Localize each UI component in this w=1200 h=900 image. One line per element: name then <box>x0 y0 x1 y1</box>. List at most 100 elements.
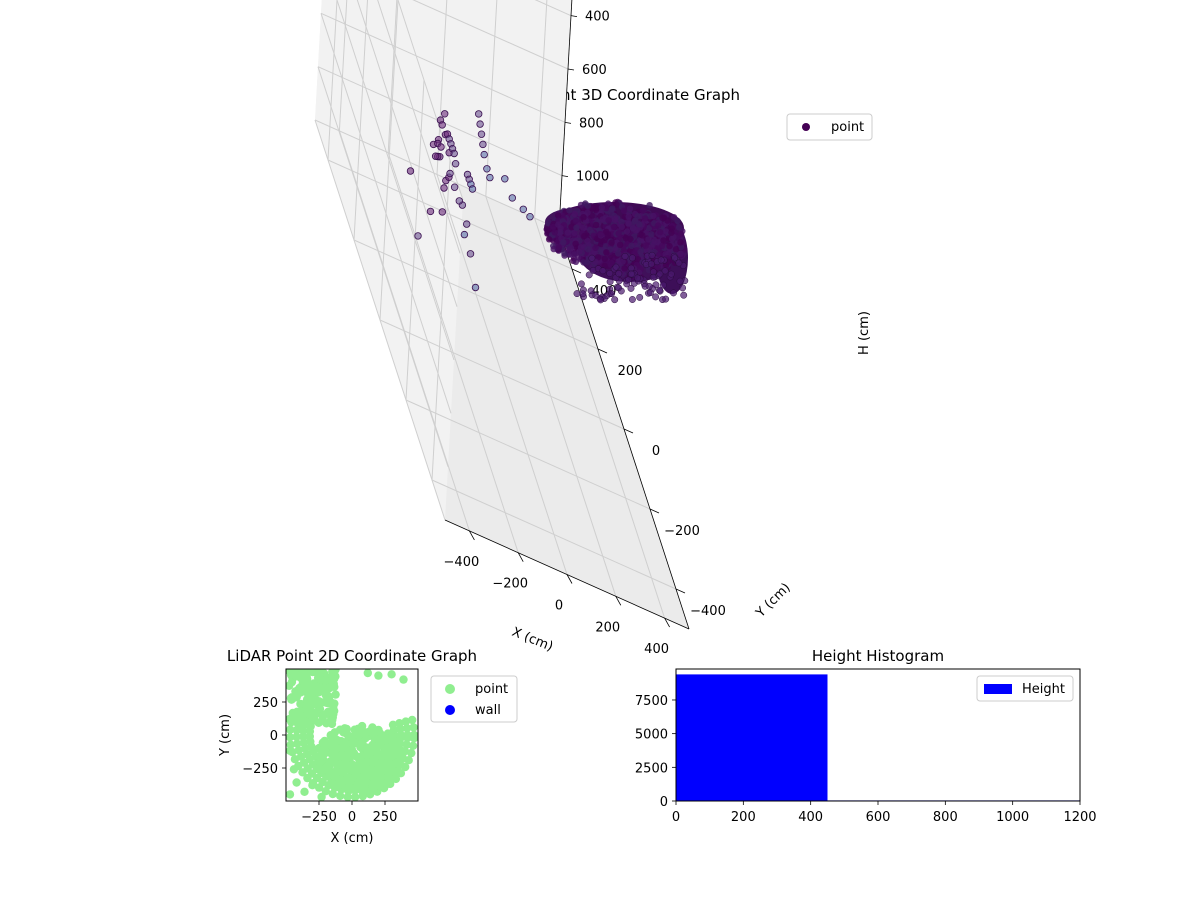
chart-2d-x-tick-label: 250 <box>373 810 398 825</box>
chart-3d-cloud-point <box>654 222 662 229</box>
chart-2d-point <box>298 768 307 777</box>
chart-2d-point <box>395 719 404 728</box>
chart-2d-point <box>292 778 301 787</box>
chart-2d-point <box>295 684 304 693</box>
chart-3d-cloud-point <box>598 204 606 211</box>
chart-3d-outlier-point <box>466 250 475 258</box>
chart-3d-outlier-point <box>455 197 463 205</box>
chart-3d-gridline <box>405 399 651 510</box>
chart-3d-cloud-point <box>606 278 614 286</box>
chart-3d-z-tick <box>567 68 575 71</box>
chart-2d-y-tick-label: −250 <box>242 762 278 777</box>
chart-2d-point <box>330 706 339 716</box>
chart-2d-point <box>296 712 306 721</box>
chart-3d-gridline <box>431 479 677 590</box>
chart-3d-cloud-point <box>608 239 615 246</box>
chart-3d-outlier-point <box>483 165 491 173</box>
chart-2d-xlabel: X (cm) <box>331 831 374 846</box>
chart-2d-point <box>334 778 343 788</box>
chart-3d-cloud-point <box>571 229 578 237</box>
chart-2d-point <box>286 681 294 690</box>
chart-2d-point <box>314 783 324 792</box>
chart-3d-outlier-point <box>414 232 422 240</box>
chart-3d-outlier-point <box>450 149 458 158</box>
chart-2d-point <box>362 750 372 760</box>
chart-3d-cloud-point <box>601 236 608 243</box>
chart-3d-cloud-point <box>679 284 687 292</box>
chart-3d-cloud-point <box>577 280 585 288</box>
chart-3d-cloud-point <box>672 246 680 253</box>
chart-2d-point <box>290 755 300 764</box>
chart-3d-cloud-point <box>543 226 550 233</box>
chart-2d-point <box>407 748 416 758</box>
chart-3d-gridline <box>320 13 452 414</box>
chart-2d-point <box>296 719 305 729</box>
chart-2d-point <box>349 737 358 747</box>
chart-3d-outlier-point <box>471 283 480 292</box>
chart-3d-cloud-point <box>615 284 622 292</box>
chart-2d-point <box>364 765 374 775</box>
chart-3d-cloud-point <box>677 244 685 251</box>
chart-histogram: Height Histogram 0 200 400 600 800 1000 1200 0 2… <box>635 647 1097 825</box>
chart-3d-outlier-point <box>406 167 415 175</box>
chart-2d-point <box>321 676 330 685</box>
chart-3d-cloud-point <box>652 293 660 301</box>
chart-3d-gridline <box>353 239 599 350</box>
chart-3d-outlier-point <box>426 207 435 216</box>
chart-2d-point <box>387 670 396 679</box>
chart-3d-cloud-point <box>627 284 635 292</box>
chart-3d-cloud-point <box>613 201 620 208</box>
histogram-y-tick-label: 5000 <box>635 728 668 743</box>
chart-3d-outlier-point <box>508 194 516 202</box>
chart-3d-outlier-point <box>438 121 446 129</box>
chart-2d-point <box>286 733 295 742</box>
chart-2d-point <box>286 714 294 724</box>
chart-3d-outlier-point <box>501 175 509 183</box>
chart-3d-z-tick-label: 1000 <box>576 170 609 185</box>
chart-2d-point <box>319 745 328 754</box>
chart-3d-cloud-point <box>671 254 679 262</box>
chart-3d-cloud-point <box>648 251 656 259</box>
chart-2d-point <box>303 773 312 783</box>
histogram-bar <box>676 674 828 801</box>
histogram-bars <box>676 674 1080 801</box>
chart-3d-cloud-point <box>670 289 677 297</box>
chart-3d-cloud-point <box>628 296 636 303</box>
chart-3d-cloud-point <box>572 217 579 224</box>
chart-3d-cloud-point <box>588 254 596 262</box>
chart-3d-cloud-point <box>587 287 595 295</box>
chart-3d-cloud-point <box>599 267 607 275</box>
chart-3d-cloud-point <box>647 260 655 268</box>
chart-2d-point <box>402 724 412 733</box>
chart-3d-cloud-point <box>555 244 563 251</box>
chart-3d-ylabel: Y (cm) <box>753 580 794 621</box>
chart-3d-y-tick-label: −400 <box>690 604 726 619</box>
chart-2d-point <box>331 690 340 699</box>
chart-3d-cloud-point <box>627 270 635 278</box>
chart-3d-cloud-point <box>610 223 617 231</box>
chart-3d-z-tick-label: 400 <box>585 10 610 25</box>
chart-3d-outlier-point <box>519 205 527 213</box>
chart-2d-point <box>298 676 307 685</box>
histogram-legend-box <box>976 675 1074 702</box>
chart-2d-point <box>403 733 412 743</box>
histogram-x-tick-label: 1000 <box>996 810 1029 825</box>
chart-3d-gridline <box>412 0 569 70</box>
chart-3d-cloud-point <box>603 249 610 256</box>
chart-3d-outlier-point <box>476 120 484 128</box>
chart-3d-y-tick <box>649 508 660 514</box>
chart-3d-cloud-point <box>615 270 623 278</box>
chart-2d-point <box>369 730 378 739</box>
chart-3d-legend-label: point <box>831 120 864 135</box>
chart-3d-cloud-point <box>620 207 628 214</box>
chart-2d: LiDAR Point 2D Coordinate Graph −250 0 250… <box>218 647 518 846</box>
chart-3d-cloud-point <box>545 236 553 243</box>
chart-3d-cloud-point <box>571 210 578 218</box>
chart-2d-point <box>302 720 311 729</box>
chart-3d-cloud-point <box>589 212 596 219</box>
chart-3d-cloud-point <box>597 296 605 304</box>
chart-3d-gridline <box>377 0 461 254</box>
chart-3d-cloud-point <box>601 255 608 262</box>
chart-3d-gridline <box>317 66 449 467</box>
chart-3d-z-tick <box>561 175 569 178</box>
